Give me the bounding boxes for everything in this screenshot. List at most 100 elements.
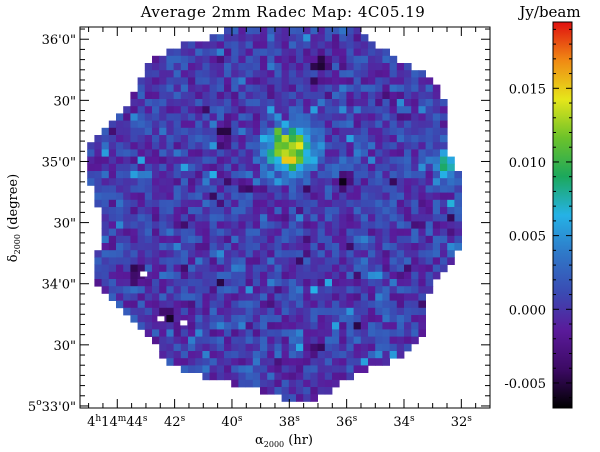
heatmap-pixel [360,142,369,150]
heatmap-pixel [188,343,196,352]
heatmap-pixel [260,156,268,165]
heatmap-pixel [375,322,383,330]
heatmap-pixel [209,315,218,323]
heatmap-pixel [281,358,290,366]
heatmap-pixel [166,84,174,93]
heatmap-pixel [303,336,311,345]
heatmap-pixel [180,264,189,273]
heatmap-pixel [324,77,333,85]
x-axis-label: α2000 (hr) [255,433,313,449]
heatmap-pixel [281,127,290,136]
heatmap-pixel [440,120,448,129]
heatmap-pixel [130,156,138,165]
heatmap-pixel [245,163,254,172]
heatmap-pixel [310,149,318,157]
heatmap-pixel [396,135,405,143]
heatmap-pixel [108,257,117,265]
heatmap-pixel [216,91,225,100]
heatmap-pixel [346,27,354,35]
heatmap-pixel [346,293,354,301]
heatmap-pixel [238,70,246,78]
heatmap-pixel [130,286,138,294]
heatmap-pixel [231,235,239,244]
heatmap-pixel [281,113,290,121]
heatmap-pixel [267,91,275,100]
heatmap-pixel [332,27,340,35]
heatmap-pixel [144,163,153,172]
heatmap-pixel [188,365,196,373]
heatmap-pixel [137,149,146,157]
heatmap-pixel [317,199,326,208]
heatmap-pixel [404,199,412,208]
heatmap-pixel [267,27,275,35]
heatmap-pixel [252,192,261,201]
heatmap-pixel [425,99,434,107]
heatmap-pixel [368,329,376,337]
heatmap-pixel [303,365,311,373]
heatmap-pixel [382,149,390,157]
heatmap-pixel [159,142,167,150]
heatmap-pixel [281,34,290,42]
heatmap-pixel [317,257,326,265]
heatmap-pixel [310,243,318,251]
heatmap-pixel [418,142,426,150]
heatmap-pixel [454,171,462,179]
heatmap-pixel [353,235,362,244]
heatmap-pixel [425,257,434,265]
heatmap-pixel [281,163,290,172]
heatmap-pixel [252,199,261,208]
heatmap-pixel [324,387,333,395]
heatmap-pixel [432,243,441,251]
colorbar-tick-label: 0.000 [509,303,546,318]
heatmap-pixel [152,192,160,201]
heatmap-pixel [260,185,268,193]
heatmap-pixel [389,127,398,136]
heatmap-pixel [382,343,390,352]
heatmap-pixel [252,120,261,129]
heatmap-pixel [324,84,333,93]
heatmap-pixel [432,106,441,114]
heatmap-pixel [288,120,297,129]
heatmap-pixel [332,91,340,100]
heatmap-pixel [404,192,412,201]
heatmap-pixel [202,343,210,352]
heatmap-pixel [346,127,354,136]
heatmap-pixel [360,315,369,323]
heatmap-pixel [137,250,146,258]
heatmap-pixel [216,286,225,294]
heatmap-pixel [238,27,246,35]
heatmap-pixel [353,358,362,366]
heatmap-pixel [238,271,246,280]
heatmap-pixel [317,271,326,280]
heatmap-pixel [389,185,398,193]
heatmap-pixel [389,178,398,186]
heatmap-pixel [180,250,189,258]
heatmap-pixel [267,264,275,273]
heatmap-pixel [425,264,434,273]
heatmap-pixel [267,286,275,294]
heatmap-pixel [180,199,189,208]
heatmap-pixel [404,113,412,121]
heatmap-pixel [231,55,239,64]
heatmap-pixel [180,307,189,316]
heatmap-pixel [382,307,390,316]
heatmap-pixel [231,228,239,237]
heatmap-pixel [332,163,340,172]
heatmap-pixel [396,235,405,244]
heatmap-pixel [324,343,333,352]
heatmap-pixel [411,207,419,215]
heatmap-pixel [152,127,160,136]
heatmap-pixel [353,120,362,129]
heatmap-pixel [166,192,174,201]
heatmap-pixel [339,322,347,330]
heatmap-pixel [396,257,405,265]
heatmap-pixel [216,34,225,42]
heatmap-pixel [180,279,189,287]
chart-title: Average 2mm Radec Map: 4C05.19 [140,3,426,21]
heatmap-pixel [130,279,138,287]
heatmap-pixel [252,41,261,49]
heatmap-pixel [267,178,275,186]
heatmap-pixel [267,257,275,265]
heatmap-pixel [332,235,340,244]
heatmap-pixel [375,163,383,172]
